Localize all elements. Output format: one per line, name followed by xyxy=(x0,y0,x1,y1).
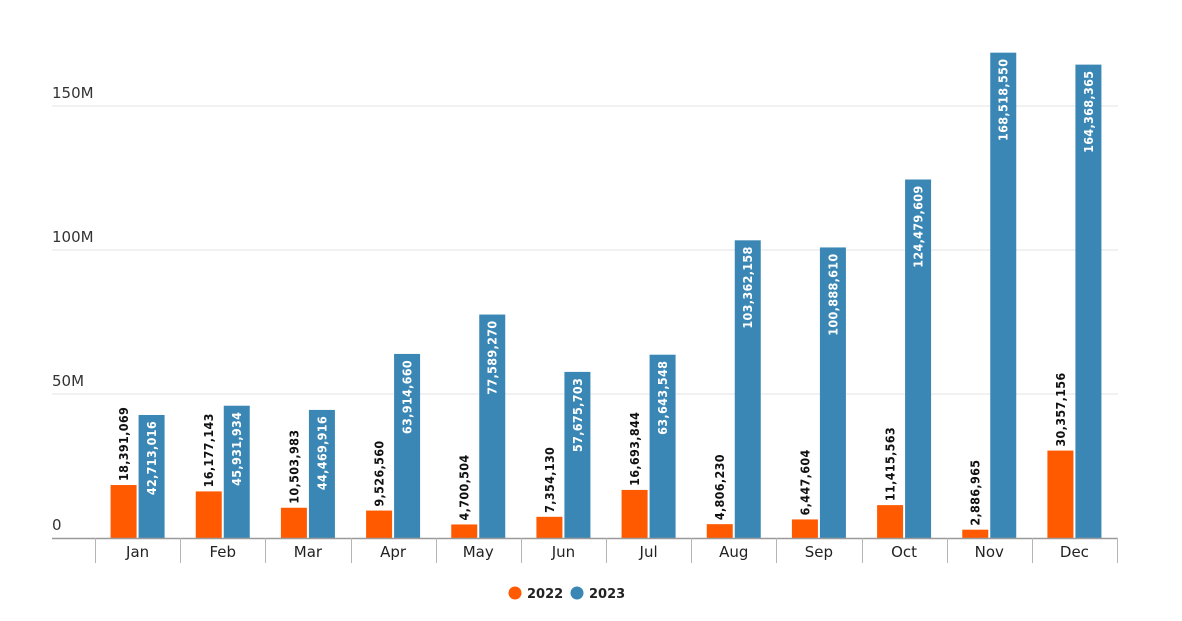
legend-label: 2022 xyxy=(527,587,563,602)
x-tick-label: Jul xyxy=(639,543,658,561)
bar-2022-dec[interactable] xyxy=(1047,450,1074,538)
y-tick-label: 100M xyxy=(52,228,94,246)
data-label-2022: 16,693,844 xyxy=(627,412,642,486)
bar-2023-sep[interactable] xyxy=(819,247,846,538)
data-label-2022: 16,177,143 xyxy=(201,413,216,487)
x-tick-label: Jun xyxy=(551,543,575,561)
x-tick-label: Jan xyxy=(125,543,149,561)
x-tick-label: Oct xyxy=(891,543,917,561)
bar-2022-feb[interactable] xyxy=(195,491,222,538)
x-tick-label: Nov xyxy=(975,543,1004,561)
bar-2023-mar[interactable] xyxy=(308,409,335,538)
bar-2023-oct[interactable] xyxy=(905,179,932,539)
x-tick-label: May xyxy=(463,543,494,561)
y-axis-ticks: 0 50M 100M 150M xyxy=(52,84,94,534)
data-labels: 18,391,069 42,713,016 16,177,143 45,931,934… xyxy=(116,59,1096,526)
data-label-2023: 124,479,609 xyxy=(911,185,926,267)
bar-2022-jun[interactable] xyxy=(536,516,563,538)
data-label-2023: 45,931,934 xyxy=(229,412,244,486)
data-label-2022: 6,447,604 xyxy=(797,449,812,515)
data-label-2023: 44,469,916 xyxy=(314,416,329,490)
bar-2023-may[interactable] xyxy=(479,314,506,538)
data-label-2023: 63,914,660 xyxy=(400,360,415,434)
bar-2023-jan[interactable] xyxy=(138,414,165,538)
bar-2022-jul[interactable] xyxy=(621,489,648,538)
bar-2022-jan[interactable] xyxy=(110,485,137,538)
data-label-2022: 7,354,130 xyxy=(542,447,557,513)
gridlines xyxy=(52,105,1118,395)
bar-2022-may[interactable] xyxy=(451,524,478,538)
legend-swatch xyxy=(570,586,584,600)
bar-2023-apr[interactable] xyxy=(394,353,421,538)
x-tick-label: Feb xyxy=(209,543,236,561)
data-label-2023: 42,713,016 xyxy=(144,421,159,495)
bar-2023-aug[interactable] xyxy=(734,240,761,538)
data-label-2023: 57,675,703 xyxy=(570,378,585,452)
x-axis: Jan Feb Mar Apr May Jun Jul Aug Sep Oct Nov Dec xyxy=(52,537,1118,563)
data-label-2023: 103,362,158 xyxy=(740,246,755,328)
x-tick-label: Apr xyxy=(380,543,407,561)
data-label-2022: 18,391,069 xyxy=(116,407,131,481)
bar-2023-jun[interactable] xyxy=(564,371,591,538)
x-tick-label: Aug xyxy=(719,543,748,561)
legend-label: 2023 xyxy=(589,587,625,602)
bar-2022-mar[interactable] xyxy=(280,507,307,538)
y-tick-label: 0 xyxy=(52,516,62,534)
legend-swatch xyxy=(508,586,522,600)
bar-2022-nov[interactable] xyxy=(962,529,989,538)
data-label-2023: 164,368,365 xyxy=(1081,71,1096,153)
data-label-2022: 11,415,563 xyxy=(883,427,898,501)
x-tick-label: Mar xyxy=(294,543,323,561)
x-tick-label: Sep xyxy=(805,543,833,561)
y-tick-label: 50M xyxy=(52,372,84,390)
data-label-2022: 9,526,560 xyxy=(372,441,387,507)
y-tick-label: 150M xyxy=(52,84,94,102)
data-label-2022: 4,806,230 xyxy=(712,454,727,520)
legend-item-2022[interactable]: 2022 xyxy=(508,586,564,603)
bar-2022-apr[interactable] xyxy=(366,510,393,538)
bar-2023-feb[interactable] xyxy=(223,405,250,538)
data-label-2022: 30,357,156 xyxy=(1053,372,1068,446)
legend[interactable]: 2022 2023 xyxy=(508,586,626,603)
data-label-2022: 10,503,983 xyxy=(286,430,301,504)
data-label-2023: 168,518,550 xyxy=(996,59,1011,141)
data-label-2023: 63,643,548 xyxy=(655,361,670,435)
data-label-2022: 4,700,504 xyxy=(457,454,472,520)
bar-2023-jul[interactable] xyxy=(649,354,676,538)
data-label-2023: 77,589,270 xyxy=(485,321,500,395)
bar-2022-aug[interactable] xyxy=(706,524,733,538)
bar-2022-oct[interactable] xyxy=(877,505,904,538)
data-label-2023: 100,888,610 xyxy=(825,253,840,335)
x-tick-label: Dec xyxy=(1060,543,1089,561)
bar-2023-dec[interactable] xyxy=(1075,64,1102,538)
legend-item-2023[interactable]: 2023 xyxy=(570,586,626,603)
bar-2023-nov[interactable] xyxy=(990,52,1017,539)
bars xyxy=(110,52,1102,539)
bar-2022-sep[interactable] xyxy=(791,519,818,538)
data-label-2022: 2,886,965 xyxy=(968,460,983,526)
